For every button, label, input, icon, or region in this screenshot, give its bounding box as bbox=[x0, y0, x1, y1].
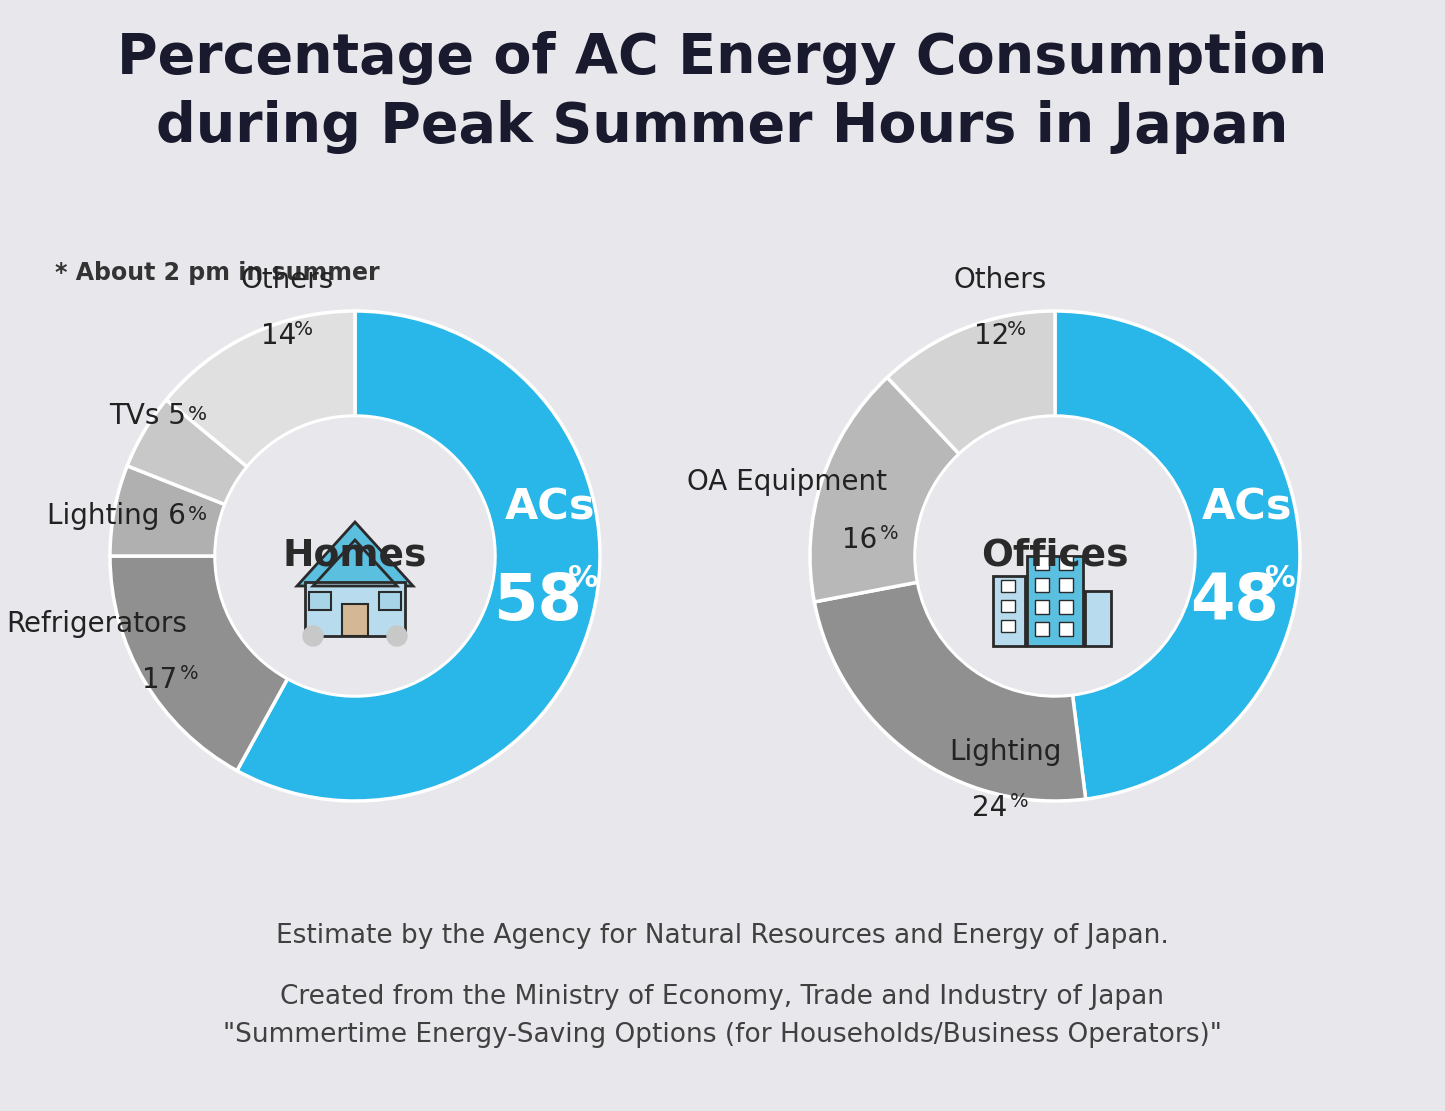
Text: %: % bbox=[188, 504, 207, 523]
Text: 14: 14 bbox=[262, 322, 296, 350]
FancyBboxPatch shape bbox=[1035, 556, 1049, 570]
FancyBboxPatch shape bbox=[1001, 580, 1014, 592]
Text: 17: 17 bbox=[143, 665, 178, 694]
Text: %: % bbox=[188, 404, 207, 423]
FancyBboxPatch shape bbox=[305, 582, 405, 635]
Text: %: % bbox=[295, 320, 314, 339]
Text: Others: Others bbox=[954, 266, 1046, 294]
Text: %: % bbox=[1010, 792, 1029, 811]
Wedge shape bbox=[887, 311, 1055, 454]
FancyBboxPatch shape bbox=[379, 592, 402, 610]
Text: Lighting 6: Lighting 6 bbox=[48, 502, 186, 530]
Text: 24: 24 bbox=[972, 794, 1007, 822]
Text: Created from the Ministry of Economy, Trade and Industry of Japan
"Summertime En: Created from the Ministry of Economy, Tr… bbox=[223, 983, 1221, 1049]
Text: %: % bbox=[568, 564, 598, 593]
FancyBboxPatch shape bbox=[1001, 600, 1014, 612]
FancyBboxPatch shape bbox=[1035, 622, 1049, 635]
FancyBboxPatch shape bbox=[1059, 556, 1074, 570]
Text: * About 2 pm in summer: * About 2 pm in summer bbox=[55, 261, 380, 286]
Text: Lighting: Lighting bbox=[949, 738, 1061, 765]
FancyBboxPatch shape bbox=[309, 592, 331, 610]
Wedge shape bbox=[110, 466, 225, 556]
FancyBboxPatch shape bbox=[993, 575, 1025, 645]
Text: Others: Others bbox=[240, 266, 334, 294]
Wedge shape bbox=[811, 378, 959, 602]
FancyBboxPatch shape bbox=[1059, 600, 1074, 614]
FancyBboxPatch shape bbox=[1059, 622, 1074, 635]
Text: TVs 5: TVs 5 bbox=[110, 402, 186, 430]
FancyBboxPatch shape bbox=[1035, 600, 1049, 614]
Wedge shape bbox=[815, 582, 1085, 801]
Text: Percentage of AC Energy Consumption
during Peak Summer Hours in Japan: Percentage of AC Energy Consumption duri… bbox=[117, 31, 1327, 153]
Polygon shape bbox=[298, 522, 413, 585]
Circle shape bbox=[387, 625, 407, 645]
FancyBboxPatch shape bbox=[1035, 578, 1049, 592]
FancyBboxPatch shape bbox=[1027, 556, 1082, 645]
Circle shape bbox=[217, 418, 493, 694]
Text: %: % bbox=[1007, 320, 1026, 339]
Text: %: % bbox=[880, 524, 899, 543]
Circle shape bbox=[918, 418, 1194, 694]
FancyBboxPatch shape bbox=[1001, 620, 1014, 632]
Text: 12: 12 bbox=[974, 322, 1010, 350]
Wedge shape bbox=[127, 400, 247, 504]
Text: 16: 16 bbox=[842, 526, 877, 554]
Text: Offices: Offices bbox=[981, 538, 1129, 574]
Text: 48: 48 bbox=[1191, 571, 1279, 633]
Text: %: % bbox=[1264, 564, 1296, 593]
Wedge shape bbox=[110, 556, 288, 771]
Text: %: % bbox=[181, 664, 198, 683]
Text: Refrigerators: Refrigerators bbox=[6, 610, 186, 638]
Wedge shape bbox=[166, 311, 355, 467]
Text: Homes: Homes bbox=[283, 538, 428, 574]
FancyBboxPatch shape bbox=[342, 604, 368, 635]
Circle shape bbox=[303, 625, 324, 645]
Text: 58: 58 bbox=[494, 571, 582, 633]
Text: OA Equipment: OA Equipment bbox=[686, 468, 887, 496]
Text: ACs: ACs bbox=[504, 486, 595, 528]
FancyBboxPatch shape bbox=[1059, 578, 1074, 592]
FancyBboxPatch shape bbox=[1085, 591, 1111, 645]
Text: ACs: ACs bbox=[1202, 486, 1292, 528]
Wedge shape bbox=[237, 311, 600, 801]
Text: Estimate by the Agency for Natural Resources and Energy of Japan.: Estimate by the Agency for Natural Resou… bbox=[276, 923, 1169, 949]
Wedge shape bbox=[1055, 311, 1300, 799]
